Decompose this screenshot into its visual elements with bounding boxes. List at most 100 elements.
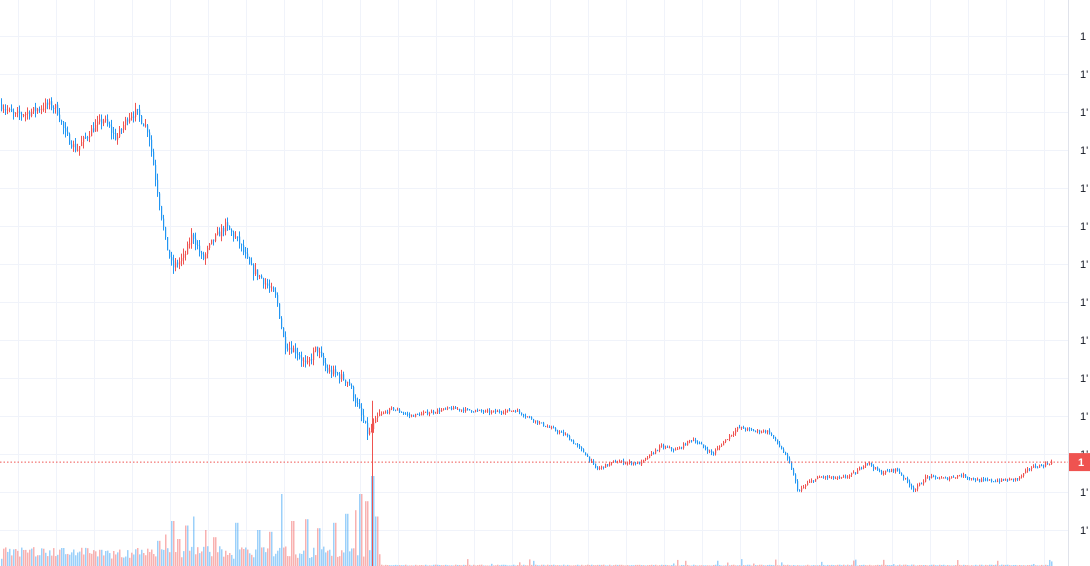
volume-bar [959, 564, 961, 566]
candle-body [741, 426, 743, 428]
candle-body [243, 245, 245, 253]
candle-body [611, 462, 613, 464]
volume-bar [635, 564, 637, 566]
candle-body [657, 449, 659, 451]
volume-bar [435, 564, 437, 566]
candle-body [171, 257, 173, 261]
candle-body [687, 440, 689, 446]
volume-bar [1051, 561, 1053, 566]
volume-bar [265, 552, 267, 566]
candle-body [355, 398, 357, 403]
candle-body [413, 415, 415, 417]
candle-body [69, 134, 71, 145]
candle-body [255, 269, 257, 275]
candle-body [423, 412, 425, 414]
volume-bar [163, 549, 165, 566]
candle-body [107, 119, 109, 125]
candle-body [49, 101, 51, 105]
candle-body [929, 476, 931, 479]
volume-bar [807, 564, 809, 566]
volume-bar [111, 558, 113, 566]
volume-bar [1041, 564, 1043, 566]
candle-body [307, 360, 309, 363]
candle-body [487, 410, 489, 412]
volume-bar [11, 555, 13, 566]
candle-body [677, 448, 679, 450]
candle-body [359, 403, 361, 408]
candle-body [449, 407, 451, 409]
candle-body [937, 477, 939, 479]
candle-body [551, 427, 553, 429]
candle-body [3, 109, 5, 111]
volume-bar [981, 564, 983, 566]
candle-body [295, 348, 297, 354]
candle-body [249, 257, 251, 264]
candle-body [565, 434, 567, 436]
candle-body [125, 119, 127, 126]
volume-bar [273, 556, 275, 566]
volume-bar [371, 476, 373, 566]
candle-body [927, 476, 929, 478]
volume-bar [975, 564, 977, 566]
volume-bar [907, 564, 909, 566]
candle-body [537, 420, 539, 424]
volume-bar [547, 564, 549, 566]
candle-body [231, 229, 233, 233]
candle-body [289, 347, 291, 350]
volume-bar [149, 551, 151, 566]
candle-body [91, 128, 93, 137]
candle-body [169, 250, 171, 258]
volume-bar [175, 552, 177, 566]
candle-body [911, 485, 913, 488]
volume-bar [1003, 564, 1005, 566]
candle-body [425, 411, 427, 413]
candle-body [421, 413, 423, 416]
candle-body [131, 116, 133, 118]
volume-bar [727, 562, 729, 566]
volume-bar [307, 519, 309, 566]
candle-body [181, 257, 183, 262]
candle-body [1009, 478, 1011, 481]
volume-bar [995, 564, 997, 566]
volume-bar [563, 564, 565, 566]
volume-bar [59, 549, 61, 566]
price-tick-label: 1' [1080, 221, 1088, 233]
candle-body [781, 446, 783, 450]
volume-bar [313, 547, 315, 566]
candle-body [771, 433, 773, 435]
volume-bar [221, 549, 223, 566]
volume-bar [167, 548, 169, 566]
volume-bar [25, 549, 27, 566]
volume-bar [375, 516, 377, 566]
candle-body [409, 414, 411, 416]
candle-body [943, 477, 945, 479]
candle-body [715, 450, 717, 454]
volume-bar [157, 540, 159, 566]
candle-body [997, 480, 999, 482]
candle-body [859, 467, 861, 471]
volume-bar [141, 549, 143, 566]
volume-bar [209, 551, 211, 566]
candle-body [459, 408, 461, 411]
volume-bar [37, 555, 39, 566]
volume-bar [239, 549, 241, 566]
candle-body [195, 238, 197, 245]
price-tick-label: 1' [1080, 335, 1088, 347]
volume-bar [5, 547, 7, 566]
candle-body [751, 428, 753, 430]
volume-bar [57, 554, 59, 566]
candle-body [147, 125, 149, 133]
candle-body [625, 463, 627, 465]
volume-bar [215, 537, 217, 566]
volume-bar [827, 564, 829, 566]
volume-bar [1015, 564, 1017, 566]
volume-bar [9, 548, 11, 566]
candles [1, 97, 1053, 566]
candle-body [209, 243, 211, 249]
candle-body [643, 459, 645, 462]
candle-body [923, 481, 925, 484]
candle-body [75, 143, 77, 151]
candle-body [959, 475, 961, 477]
candle-body [815, 478, 817, 482]
candle-body [121, 129, 123, 131]
